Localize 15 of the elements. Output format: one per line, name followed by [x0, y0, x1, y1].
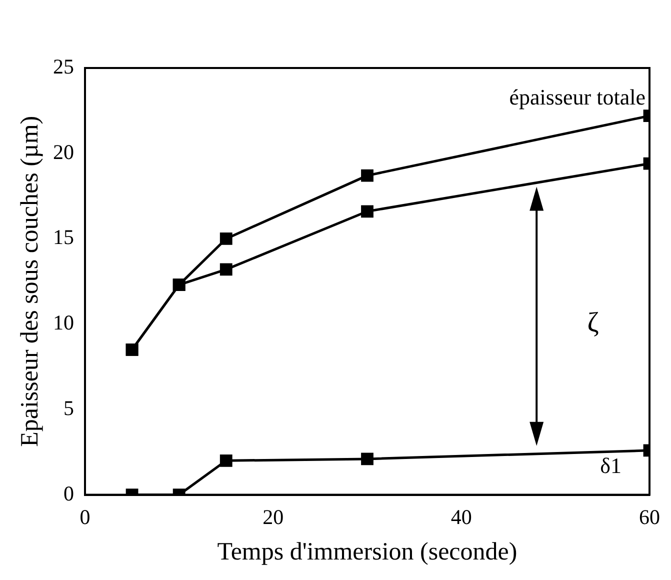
- y-tick-label: 20: [53, 140, 74, 164]
- series-label: épaisseur totale: [509, 84, 646, 110]
- x-tick-label: 40: [450, 504, 472, 529]
- x-tick-label: 0: [80, 504, 90, 529]
- annotation: ζ: [587, 307, 599, 338]
- series-label: δ1: [600, 453, 622, 478]
- y-tick-label: 10: [53, 310, 74, 335]
- y-tick-label: 0: [64, 481, 74, 506]
- x-tick-label: 60: [639, 504, 660, 529]
- y-tick-label: 15: [53, 225, 74, 250]
- x-axis-title: Temps d'immersion (seconde): [217, 538, 518, 566]
- y-tick-label: 5: [64, 396, 74, 420]
- y-axis-title: Epaisseur des sous couches (µm): [16, 116, 44, 447]
- x-tick-label: 20: [262, 504, 284, 529]
- y-tick-label: 25: [53, 54, 74, 79]
